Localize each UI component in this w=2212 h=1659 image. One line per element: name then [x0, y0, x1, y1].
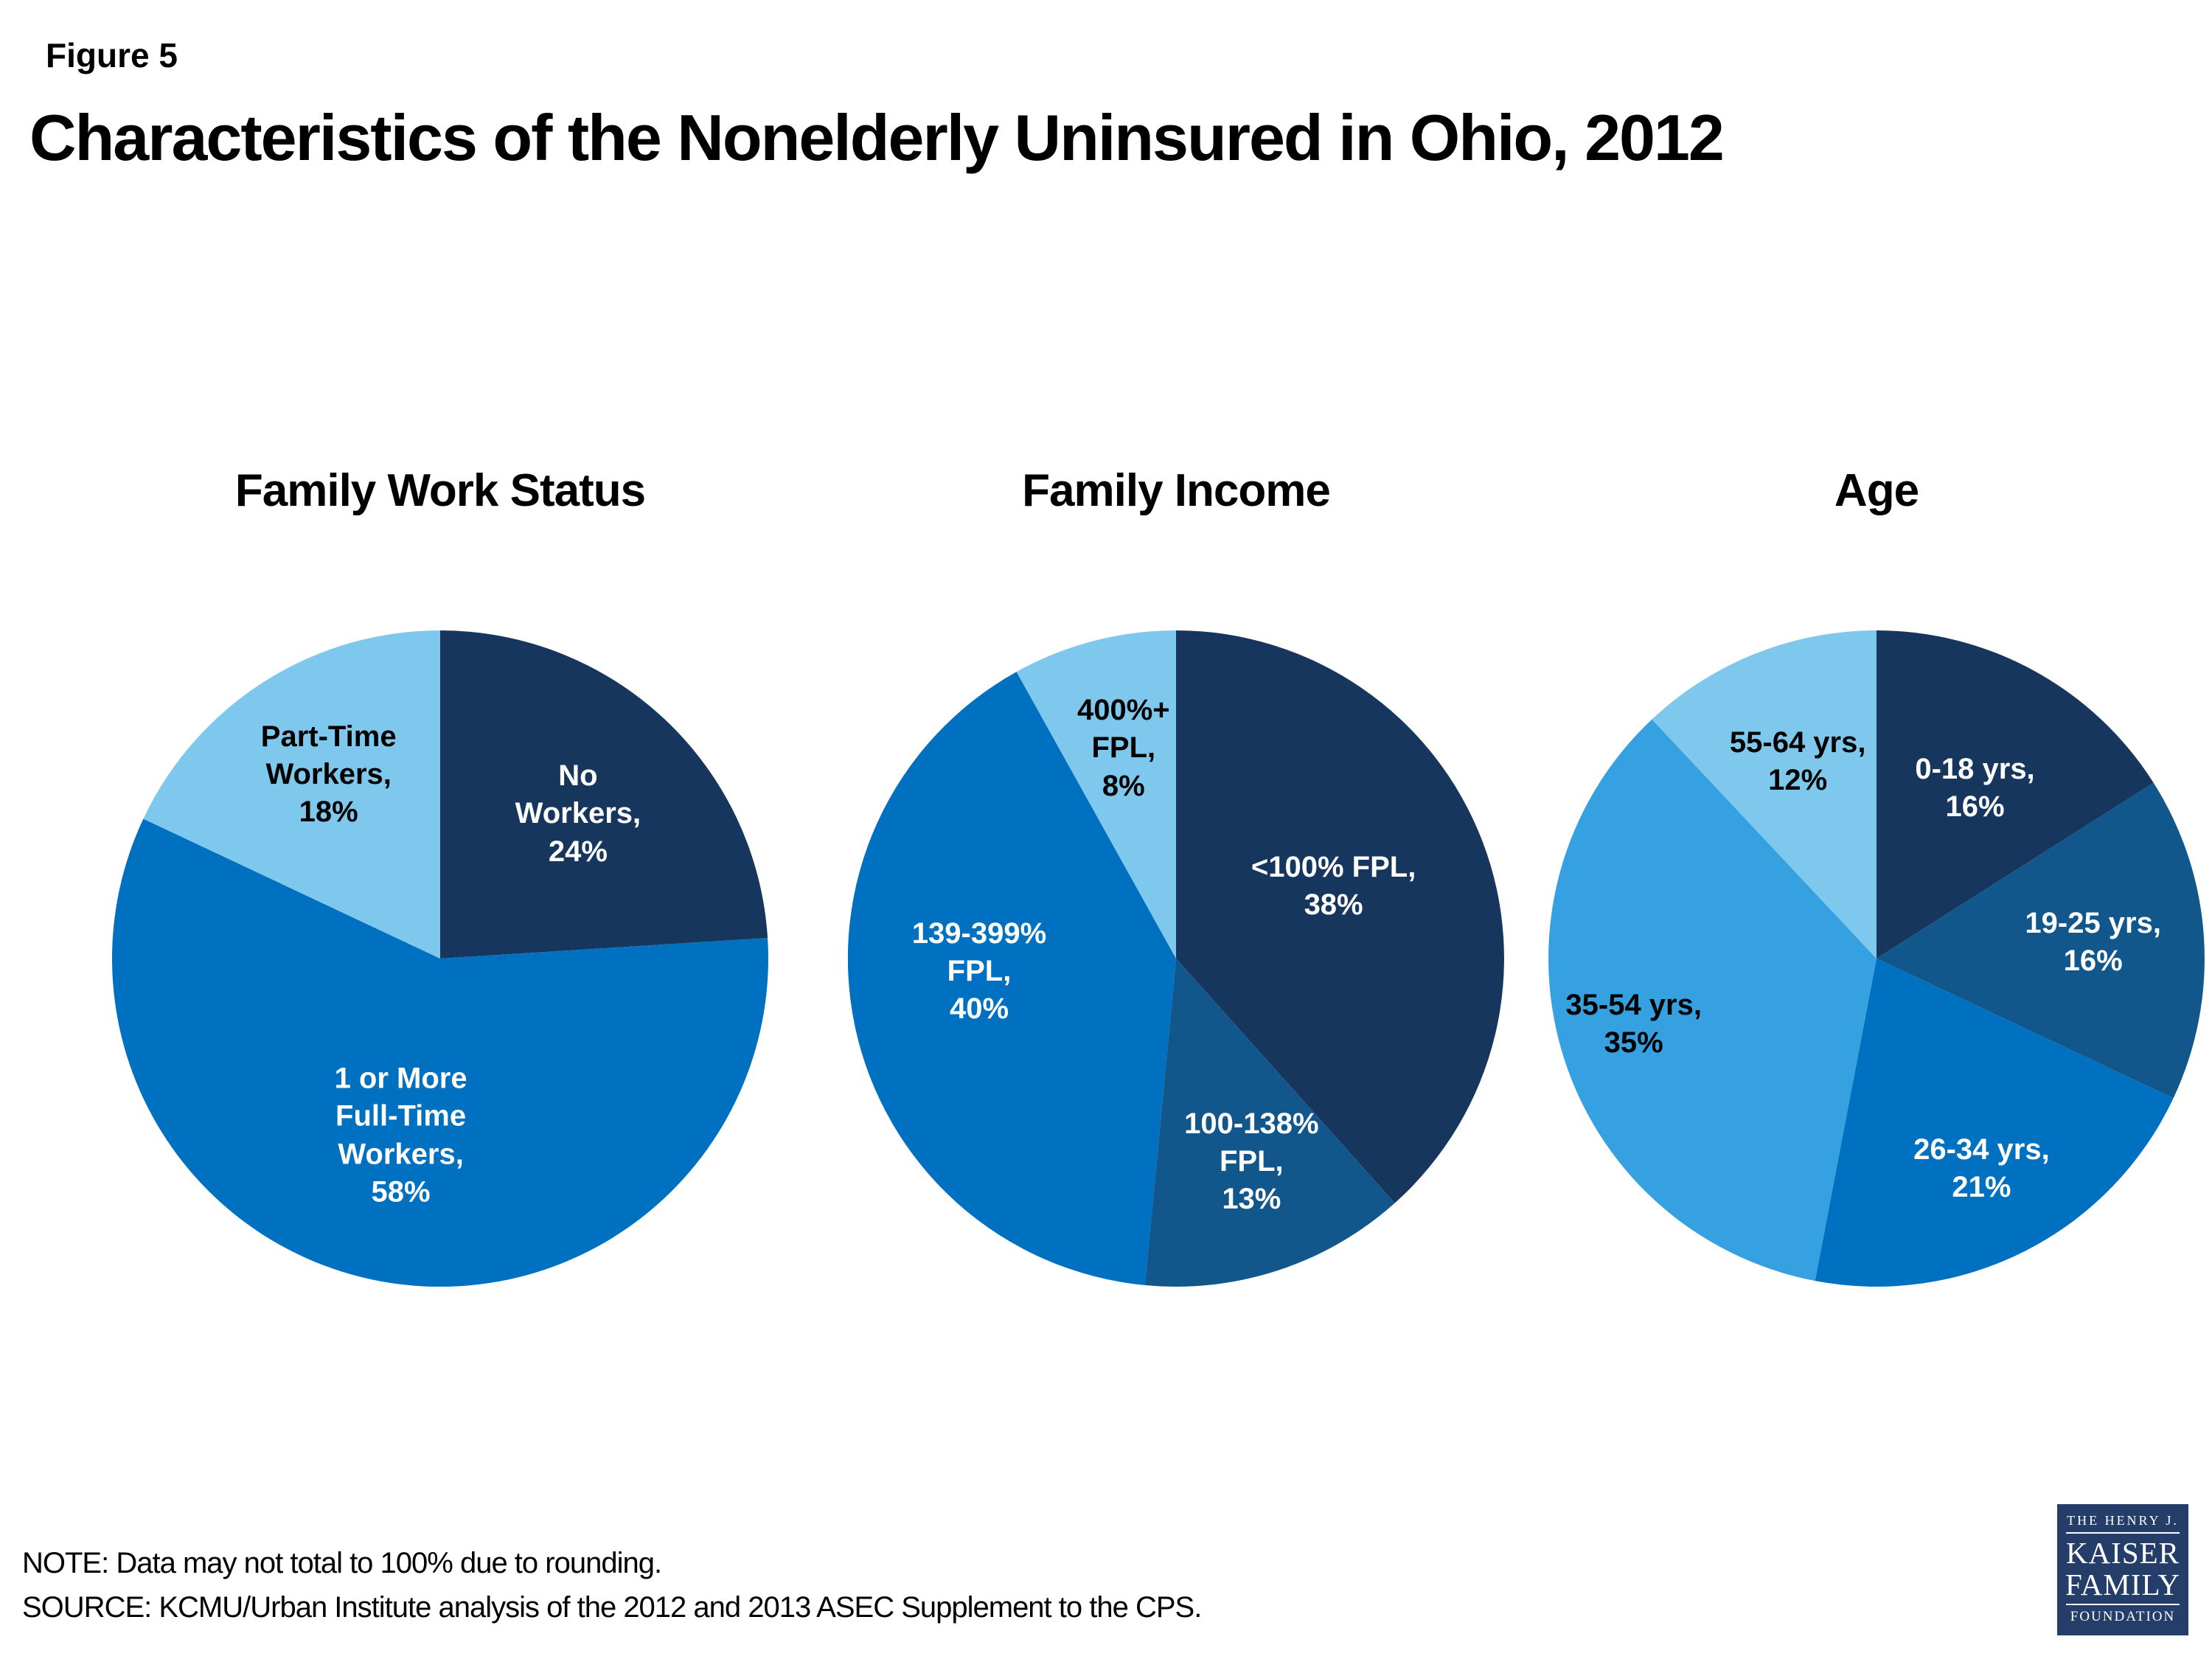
source-text: SOURCE: KCMU/Urban Institute analysis of… — [22, 1591, 1202, 1624]
pie-family-income: <100% FPL, 38% 100-138% FPL, 13% 139-399% FPL,… — [848, 630, 1504, 1287]
figure-label: Figure 5 — [46, 36, 178, 74]
logo-line-kaiser: KAISER — [2065, 1536, 2180, 1570]
slice-label-part-time-workers: Part-Time Workers, 18% — [260, 720, 397, 829]
pie-svg — [1548, 630, 2205, 1287]
slice-label-1-or-more-full-time-workers: 1 or More Full-Time Workers, 58% — [334, 1062, 467, 1208]
chart-age: Age 0-18 yrs, 16% 19-25 yrs, 16% 26-34 yrs, 21… — [1548, 465, 2205, 1290]
slice-label-35-54-yrs: 35-54 yrs, 35% — [1565, 988, 1702, 1059]
pie-svg — [848, 630, 1504, 1287]
page-title: Characteristics of the Nonelderly Uninsu… — [29, 101, 1725, 174]
pie-slice-0-18-yrs — [1877, 630, 2154, 959]
pie-slice-26-34-yrs — [1815, 959, 2174, 1287]
pie-svg — [112, 630, 768, 1287]
chart-title-family-income: Family Income — [1022, 465, 1331, 516]
logo-line-family: FAMILY — [2065, 1567, 2181, 1601]
pie-slice-no-workers — [440, 630, 768, 959]
logo-line-foundation: FOUNDATION — [2070, 1609, 2176, 1625]
chart-family-work-status: Family Work Status No Workers, 24% 1 or More… — [112, 465, 768, 1290]
slice-label-0-18-yrs: 0-18 yrs, 16% — [1915, 752, 2035, 823]
pie-slice-19-25-yrs — [1877, 782, 2205, 1099]
pie-age: 0-18 yrs, 16% 19-25 yrs, 16% 26-34 yrs, 21% 35… — [1548, 630, 2205, 1287]
slice-label-100-fpl: <100% FPL, 38% — [1251, 850, 1416, 922]
logo-line-henry-j: THE HENRY J. — [2067, 1513, 2179, 1528]
kff-logo: THE HENRY J. KAISER FAMILY FOUNDATION — [2057, 1504, 2188, 1635]
logo-divider-bottom — [2066, 1604, 2180, 1606]
pie-slice-139-399-fpl — [848, 672, 1176, 1285]
slice-label-55-64-yrs: 55-64 yrs, 12% — [1729, 726, 1866, 796]
pie-slice-55-64-yrs — [1652, 630, 1877, 959]
note-text: NOTE: Data may not total to 100% due to … — [22, 1547, 662, 1579]
pie-slice-1-or-more-full-time-workers — [112, 818, 768, 1287]
slice-label-no-workers: No Workers, 24% — [515, 759, 641, 868]
logo-divider-top — [2066, 1532, 2180, 1534]
pie-slice-400-fpl — [1016, 630, 1176, 959]
slice-label-26-34-yrs: 26-34 yrs, 21% — [1913, 1133, 2050, 1203]
chart-title-family-work-status: Family Work Status — [234, 465, 646, 516]
pie-slice-100-fpl — [1176, 630, 1504, 1203]
pie-slice-100-138-fpl — [1144, 959, 1395, 1287]
chart-title-age: Age — [1834, 465, 1919, 516]
slice-label-100-138-fpl: 100-138% FPL, 13% — [1184, 1107, 1319, 1216]
pie-slice-part-time-workers — [143, 630, 440, 959]
slice-label-400-fpl: 400%+ FPL, 8% — [1077, 694, 1170, 802]
slice-label-19-25-yrs: 19-25 yrs, 16% — [2025, 906, 2161, 977]
slice-label-139-399-fpl: 139-399% FPL, 40% — [911, 917, 1047, 1026]
pie-family-work-status: No Workers, 24% 1 or More Full-Time Workers, 5… — [112, 630, 768, 1287]
chart-family-income: Family Income <100% FPL, 38% 100-138% FPL, 13… — [848, 465, 1504, 1290]
pie-slice-35-54-yrs — [1548, 719, 1877, 1281]
